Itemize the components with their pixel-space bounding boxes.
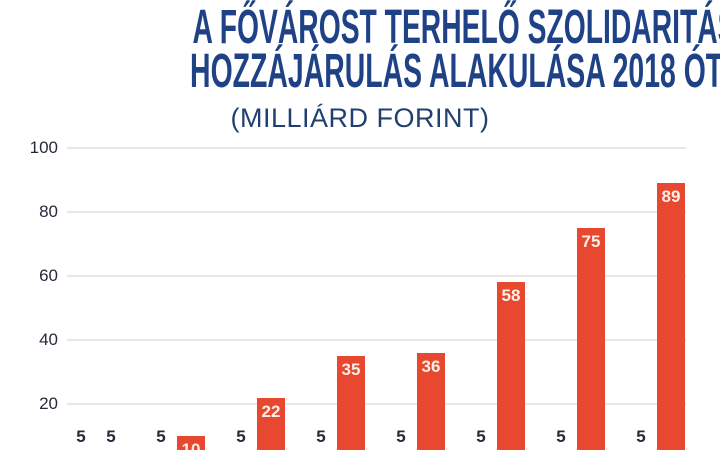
gridline-20 xyxy=(67,403,686,405)
gridline-80 xyxy=(67,211,686,213)
bar-value-left-bar-group7: 5 xyxy=(556,427,566,446)
chart-header: A FŐVÁROST TERHELŐ SZOLIDARITÁSI HOZZÁJÁ… xyxy=(0,0,720,134)
bar-right-bar-group8 xyxy=(657,183,685,450)
chart-title-row2: HOZZÁJÁRULÁS ALAKULÁSA 2018 ÓTA xyxy=(0,45,720,98)
bar-right-bar-group7 xyxy=(577,228,605,450)
gridline-40 xyxy=(67,339,686,341)
bar-right-bar-group5 xyxy=(417,352,445,450)
bar-value-right-bar-group1: 5 xyxy=(106,427,116,446)
chart-title: A FŐVÁROST TERHELŐ SZOLIDARITÁSI HOZZÁJÁ… xyxy=(0,1,720,98)
y-axis-tick-40: 40 xyxy=(39,330,58,349)
bar-value-right-bar-group4: 35 xyxy=(341,360,361,379)
bar-right-bar-group4 xyxy=(337,356,365,450)
chart-title-row1: A FŐVÁROST TERHELŐ SZOLIDARITÁSI xyxy=(0,1,720,54)
bar-value-right-bar-group8: 89 xyxy=(661,187,681,207)
bar-value-left-bar-group6: 5 xyxy=(476,427,486,446)
chart-subtitle: (MILLIÁRD FORINT) xyxy=(230,103,490,133)
bar-right-bar-group3 xyxy=(257,397,285,450)
y-axis-tick-80: 80 xyxy=(39,202,58,221)
y-axis-tick-100: 100 xyxy=(29,138,58,157)
chart-title-line2: HOZZÁJÁRULÁS ALAKULÁSA 2018 ÓTA xyxy=(190,45,720,98)
bar-value-right-bar-group2: 10 xyxy=(181,440,201,450)
gridline-100 xyxy=(67,147,686,149)
chart-title-line1: A FŐVÁROST TERHELŐ SZOLIDARITÁSI xyxy=(192,1,720,54)
gridline-60 xyxy=(67,275,686,277)
bar-value-left-bar-group1: 5 xyxy=(76,427,86,446)
bar-value-right-bar-group3: 22 xyxy=(261,401,281,421)
y-axis-tick-20: 20 xyxy=(39,394,58,413)
bar-value-left-bar-group5: 5 xyxy=(396,427,406,446)
y-axis-tick-60: 60 xyxy=(39,266,58,285)
bar-value-right-bar-group6: 58 xyxy=(501,286,521,306)
bar-value-left-bar-group4: 5 xyxy=(316,427,326,446)
bar-value-left-bar-group8: 5 xyxy=(636,427,646,446)
bar-value-right-bar-group7: 75 xyxy=(581,232,601,251)
bar-right-bar-group2 xyxy=(177,436,205,450)
bar-value-right-bar-group5: 36 xyxy=(421,356,441,376)
bar-value-left-bar-group2: 5 xyxy=(156,427,166,446)
bar-value-left-bar-group3: 5 xyxy=(236,427,246,446)
bar-right-bar-group6 xyxy=(497,282,525,450)
